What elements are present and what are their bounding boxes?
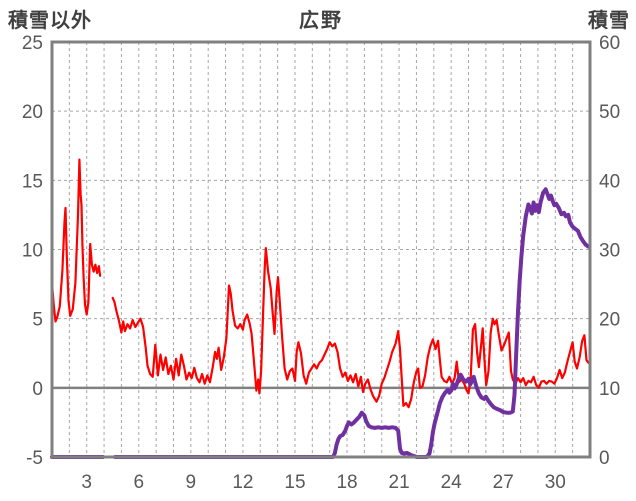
snow-depth-series-line xyxy=(113,187,591,459)
left-axis-tick-label: -5 xyxy=(26,448,43,469)
right-axis-tick-label: 50 xyxy=(599,102,620,123)
left-axis-tick-label: 0 xyxy=(32,379,43,400)
x-axis-tick-label: 30 xyxy=(545,472,566,493)
x-axis-tick-label: 21 xyxy=(389,472,410,493)
right-axis-tick-label: 30 xyxy=(599,241,620,262)
x-axis-tick-label: 6 xyxy=(133,472,144,493)
right-axis-title: 積雪 xyxy=(588,10,630,32)
x-axis-tick-label: 12 xyxy=(232,472,253,493)
left-axis-tick-label: 20 xyxy=(22,102,43,123)
x-axis-tick-label: 9 xyxy=(186,472,197,493)
left-axis-title: 積雪以外 xyxy=(8,10,92,32)
x-axis-tick-label: 18 xyxy=(336,472,357,493)
chart-title: 広野 xyxy=(299,10,343,32)
right-axis-tick-label: 40 xyxy=(599,171,620,192)
left-axis-tick-label: 10 xyxy=(22,241,43,262)
right-axis-tick-label: 60 xyxy=(599,33,620,54)
left-axis-tick-label: 5 xyxy=(32,310,43,331)
temperature-series-line xyxy=(51,158,102,323)
right-axis-tick-label: 20 xyxy=(599,310,620,331)
left-axis-tick-label: 25 xyxy=(22,33,43,54)
x-axis-tick-label: 24 xyxy=(441,472,463,493)
temperature-series-line xyxy=(111,247,590,409)
plot-border xyxy=(50,40,592,459)
x-axis-tick-label: 15 xyxy=(284,472,305,493)
x-axis-tick-label: 27 xyxy=(493,472,514,493)
x-axis-tick-label: 3 xyxy=(81,472,92,493)
right-axis-tick-label: 0 xyxy=(599,448,610,469)
right-axis-tick-label: 10 xyxy=(599,379,620,400)
left-axis-tick-label: 15 xyxy=(22,171,43,192)
